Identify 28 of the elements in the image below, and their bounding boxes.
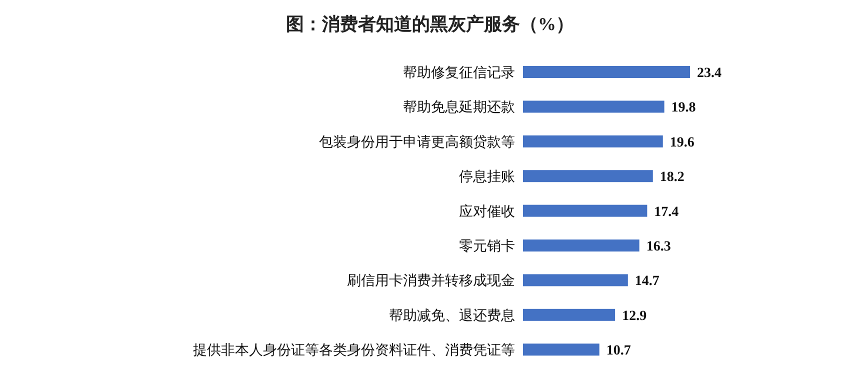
bar — [523, 240, 640, 252]
data-label: 12.9 — [622, 308, 647, 324]
chart-title: 图：消费者知道的黑灰产服务（%） — [286, 14, 574, 34]
y-tick-label: 提供非本人身份证等各类身份资料证件、消费凭证等 — [193, 342, 515, 359]
y-tick-label: 帮助免息延期还款 — [403, 100, 515, 116]
bar — [523, 135, 663, 148]
data-label: 19.8 — [671, 100, 696, 116]
bar — [523, 308, 616, 321]
y-tick-label: 包装身份用于申请更高额贷款等 — [319, 134, 515, 150]
bar — [523, 204, 648, 217]
data-label: 19.6 — [670, 135, 694, 150]
data-label: 18.2 — [660, 170, 684, 186]
y-tick-label: 零元销卡 — [459, 238, 515, 254]
data-label: 23.4 — [697, 66, 722, 81]
data-label: 16.3 — [646, 240, 671, 254]
bar — [523, 66, 690, 78]
y-tick-label: 停息挂账 — [459, 169, 515, 186]
bar — [523, 274, 628, 286]
y-tick-label: 刷信用卡消费并转移成现金 — [347, 273, 515, 290]
data-label: 10.7 — [606, 344, 631, 359]
bar — [523, 344, 600, 356]
y-tick-label: 帮助减免、退还费息 — [389, 308, 515, 324]
bar — [523, 170, 653, 182]
data-label: 17.4 — [654, 204, 679, 220]
bar — [523, 100, 664, 113]
y-tick-label: 应对催收 — [459, 204, 515, 220]
y-tick-label: 帮助修复征信记录 — [403, 65, 515, 81]
data-label: 14.7 — [634, 274, 660, 290]
